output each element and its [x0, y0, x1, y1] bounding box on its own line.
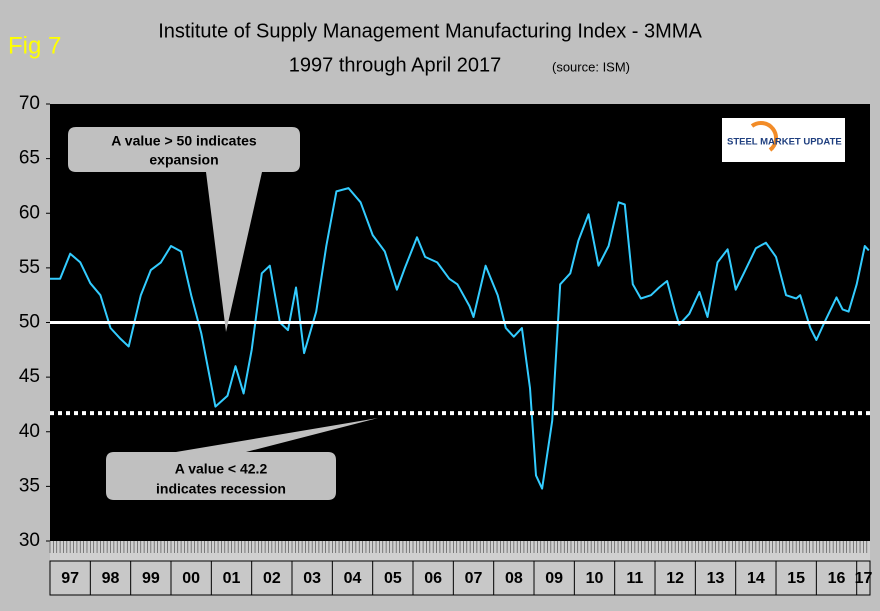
year-strip [49, 560, 871, 596]
y-tick-label: 65 [19, 148, 40, 169]
annotation-text: indicates recession [156, 481, 286, 497]
callout-shape [106, 418, 378, 500]
x-tick-label: 10 [586, 570, 604, 587]
x-tick-label: 98 [102, 570, 120, 587]
data-line [50, 187, 870, 490]
y-tick-label: 30 [19, 530, 40, 551]
x-tick-label: 05 [384, 570, 402, 587]
x-tick-label: 13 [707, 570, 725, 587]
logo-text: STEEL MARKET UPDATE [727, 137, 842, 148]
x-tick-label: 07 [465, 570, 483, 587]
logo: STEEL MARKET UPDATE [722, 118, 845, 162]
x-tick-label: 06 [424, 570, 442, 587]
x-tick-label: 04 [344, 570, 362, 587]
y-tick-label: 55 [19, 257, 40, 278]
x-tick-label: 17 [855, 570, 873, 587]
x-tick-label: 99 [142, 570, 160, 587]
logo-swoosh [750, 121, 778, 152]
y-tick-label: 60 [19, 202, 40, 223]
y-tick-label: 35 [19, 475, 40, 496]
x-tick-label: 12 [666, 570, 684, 587]
x-tick-label: 02 [263, 570, 281, 587]
x-tick-label: 14 [747, 570, 765, 587]
source: (source: ISM) [552, 59, 630, 74]
callout-expansion [68, 127, 300, 332]
figure-label: Fig 7 [8, 32, 61, 59]
x-tick-label: 01 [223, 570, 241, 587]
chart-title: Institute of Supply Management Manufactu… [158, 20, 702, 42]
x-tick-label: 15 [787, 570, 805, 587]
chart-subtitle: 1997 through April 2017 [289, 54, 501, 76]
x-tick-label: 00 [182, 570, 200, 587]
x-tick-label: 08 [505, 570, 523, 587]
x-tick-label: 09 [545, 570, 563, 587]
logo-box [722, 118, 845, 162]
callout-recession [106, 418, 378, 500]
annotation-text: A value > 50 indicates [111, 133, 257, 149]
x-tick-label: 97 [61, 570, 79, 587]
annotation-text: expansion [149, 152, 218, 168]
y-tick-label: 50 [19, 312, 40, 333]
x-tick-label: 03 [303, 570, 321, 587]
x-tick-label: 11 [626, 570, 643, 587]
x-tick-label: 16 [828, 570, 846, 587]
y-tick-label: 45 [19, 366, 40, 387]
callout-shape [68, 127, 300, 332]
annotation-text: A value < 42.2 [175, 461, 268, 477]
y-tick-label: 70 [19, 93, 40, 114]
y-tick-label: 40 [19, 421, 40, 442]
